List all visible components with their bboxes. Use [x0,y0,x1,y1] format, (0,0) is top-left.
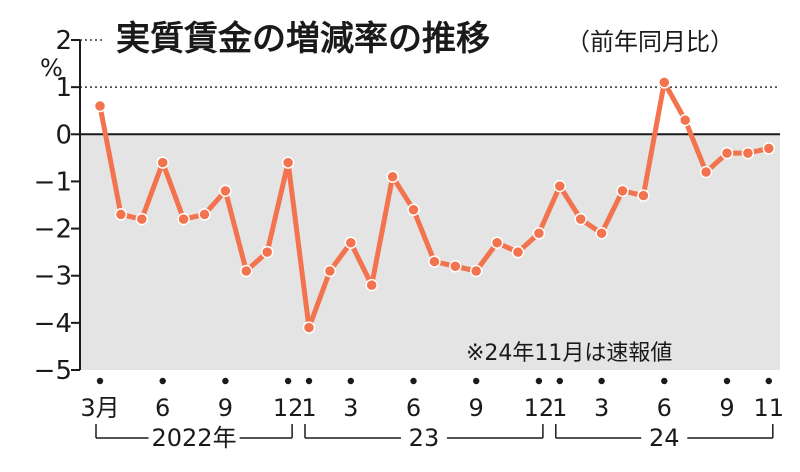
data-point [177,212,190,226]
x-tick-dot [473,377,480,385]
x-tick-dot [347,377,354,385]
chart-title: 実質賃金の増減率の推移 [116,19,490,59]
data-point [93,99,107,113]
x-axis-ticks: 3月 6 9 121 3 6 9 121 3 6 9 11 [80,377,785,422]
x-tick-label: 12 [524,394,555,422]
data-point [365,278,378,292]
data-point [386,170,399,183]
y-tick-label: 2 [55,26,72,56]
footnote: ※24年11月は速報値 [466,341,672,366]
data-point [240,264,253,278]
x-tick-dot [222,377,229,385]
data-point [198,208,211,221]
data-point [658,76,671,89]
x-tick-dot [535,377,543,385]
x-tick-label: 3月 [80,394,119,422]
x-tick-label: 1 [301,394,316,422]
data-point [762,142,776,155]
y-tick-label: 1 [55,73,72,103]
y-axis-ticks: 2 1 0 −1 −2 −3 −4 −5 [34,26,80,386]
x-tick-dot [305,377,313,385]
x-tick-label: 9 [218,394,233,422]
x-tick-dot [284,377,292,385]
data-point [407,203,420,216]
data-point [219,184,232,198]
x-tick-label: 12 [273,394,304,422]
x-tick-dot [723,377,731,385]
data-point [469,264,483,278]
data-point [511,245,525,259]
data-point [344,236,358,249]
x-tick-dot [598,377,605,385]
x-tick-dot [410,377,417,385]
x-tick-dot [96,377,104,385]
data-point [637,189,650,202]
y-tick-label: −4 [34,309,72,339]
x-tick-dot [556,377,563,385]
data-point [449,260,462,273]
year-label: 23 [409,424,440,452]
data-point [302,321,316,334]
x-tick-label: 9 [719,394,734,422]
data-point [156,156,169,169]
data-point [532,227,546,240]
series-line [93,76,776,334]
x-tick-label: 1 [552,394,567,422]
x-tick-label: 6 [657,394,672,422]
data-point [260,245,274,259]
data-point [281,156,295,169]
x-tick-label: 3 [343,394,358,422]
data-point [114,208,128,221]
x-tick-dot [159,377,166,385]
data-point [574,212,587,226]
data-point [490,236,504,249]
y-tick-label: −1 [34,167,72,197]
data-point [323,264,337,278]
y-tick-label: 0 [55,120,72,150]
year-label: 2022年 [152,424,237,452]
data-point [616,184,629,198]
y-unit-label: % [40,54,63,82]
x-tick-label: 11 [754,394,785,422]
data-point [741,146,755,160]
data-point [720,146,734,160]
data-point [553,179,567,193]
data-point [699,165,713,179]
chart-subtitle: （前年同月比） [566,28,734,56]
x-tick-label: 9 [469,394,484,422]
x-tick-dot [661,377,668,385]
y-tick-label: −5 [34,356,72,386]
data-point [135,212,149,226]
year-labels: 2022年 23 24 [95,424,774,452]
data-point [595,227,608,240]
year-label: 24 [649,424,680,452]
x-tick-dot [765,377,772,385]
data-point [678,113,692,127]
reference-lines [80,39,780,88]
y-tick-label: −2 [34,215,72,245]
x-tick-label: 6 [406,394,421,422]
axes [79,40,780,370]
x-tick-label: 6 [155,394,170,422]
data-point [428,255,441,268]
y-tick-label: −3 [34,262,72,292]
x-tick-label: 3 [594,394,609,422]
